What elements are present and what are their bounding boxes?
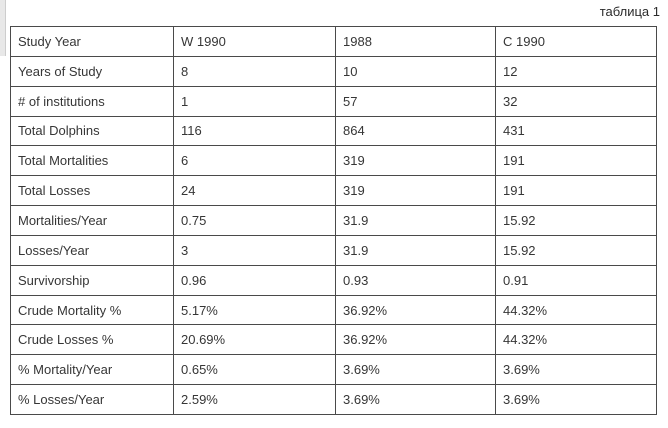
row-label: Study Year xyxy=(10,26,174,57)
cell-value: 0.75 xyxy=(173,205,336,236)
cell-value: 5.17% xyxy=(173,294,336,326)
cell-value: 319 xyxy=(335,175,496,207)
cell-value: 57 xyxy=(335,85,496,117)
cell-value: 191 xyxy=(495,175,657,207)
table-row-years-of-study: Years of Study 8 10 12 xyxy=(10,55,657,87)
row-label: Mortalities/Year xyxy=(10,205,174,236)
cell-value: 15.92 xyxy=(495,234,657,266)
table-row-institutions: # of institutions 1 57 32 xyxy=(10,85,657,117)
cell-value: 24 xyxy=(173,175,336,207)
cell-value: 0.93 xyxy=(335,264,496,296)
row-label: Total Losses xyxy=(10,175,174,207)
cell-value: C 1990 xyxy=(495,26,657,57)
cell-value: 2.59% xyxy=(173,384,336,415)
table-caption: таблица 1 xyxy=(599,4,660,19)
row-label: Total Dolphins xyxy=(10,115,174,147)
table-row-mortalities-year: Mortalities/Year 0.75 31.9 15.92 xyxy=(10,205,657,236)
data-table: Study Year W 1990 1988 C 1990 Years of S… xyxy=(10,26,657,415)
cell-value: 15.92 xyxy=(495,205,657,236)
table-row-study-year: Study Year W 1990 1988 C 1990 xyxy=(10,26,657,57)
row-label: % Losses/Year xyxy=(10,384,174,415)
cell-value: 3.69% xyxy=(495,384,657,415)
row-label: Total Mortalities xyxy=(10,145,174,177)
cell-value: 32 xyxy=(495,85,657,117)
cell-value: 0.65% xyxy=(173,354,336,386)
cell-value: 191 xyxy=(495,145,657,177)
table-body: Study Year W 1990 1988 C 1990 Years of S… xyxy=(10,26,657,415)
cell-value: 1 xyxy=(173,85,336,117)
cell-value: 20.69% xyxy=(173,324,336,356)
scrollbar-thumb[interactable] xyxy=(0,0,6,56)
table-row-pct-losses-year: % Losses/Year 2.59% 3.69% 3.69% xyxy=(10,384,657,415)
table-row-survivorship: Survivorship 0.96 0.93 0.91 xyxy=(10,264,657,296)
row-label: Crude Mortality % xyxy=(10,294,174,326)
cell-value: 12 xyxy=(495,55,657,87)
cell-value: 1988 xyxy=(335,26,496,57)
cell-value: 44.32% xyxy=(495,294,657,326)
row-label: % Mortality/Year xyxy=(10,354,174,386)
cell-value: 8 xyxy=(173,55,336,87)
cell-value: 3.69% xyxy=(495,354,657,386)
cell-value: 36.92% xyxy=(335,324,496,356)
cell-value: 6 xyxy=(173,145,336,177)
row-label: Survivorship xyxy=(10,264,174,296)
cell-value: 864 xyxy=(335,115,496,147)
cell-value: 116 xyxy=(173,115,336,147)
row-label: Years of Study xyxy=(10,55,174,87)
cell-value: 36.92% xyxy=(335,294,496,326)
cell-value: 31.9 xyxy=(335,234,496,266)
cell-value: W 1990 xyxy=(173,26,336,57)
cell-value: 3 xyxy=(173,234,336,266)
table-row-losses-year: Losses/Year 3 31.9 15.92 xyxy=(10,234,657,266)
cell-value: 44.32% xyxy=(495,324,657,356)
cell-value: 0.96 xyxy=(173,264,336,296)
table-row-crude-mortality: Crude Mortality % 5.17% 36.92% 44.32% xyxy=(10,294,657,326)
table-row-total-losses: Total Losses 24 319 191 xyxy=(10,175,657,207)
cell-value: 3.69% xyxy=(335,384,496,415)
table-row-total-mortalities: Total Mortalities 6 319 191 xyxy=(10,145,657,177)
cell-value: 319 xyxy=(335,145,496,177)
row-label: Losses/Year xyxy=(10,234,174,266)
cell-value: 3.69% xyxy=(335,354,496,386)
cell-value: 0.91 xyxy=(495,264,657,296)
table-row-crude-losses: Crude Losses % 20.69% 36.92% 44.32% xyxy=(10,324,657,356)
cell-value: 431 xyxy=(495,115,657,147)
cell-value: 31.9 xyxy=(335,205,496,236)
cell-value: 10 xyxy=(335,55,496,87)
row-label: # of institutions xyxy=(10,85,174,117)
table-row-total-dolphins: Total Dolphins 116 864 431 xyxy=(10,115,657,147)
table-row-pct-mortality-year: % Mortality/Year 0.65% 3.69% 3.69% xyxy=(10,354,657,386)
row-label: Crude Losses % xyxy=(10,324,174,356)
